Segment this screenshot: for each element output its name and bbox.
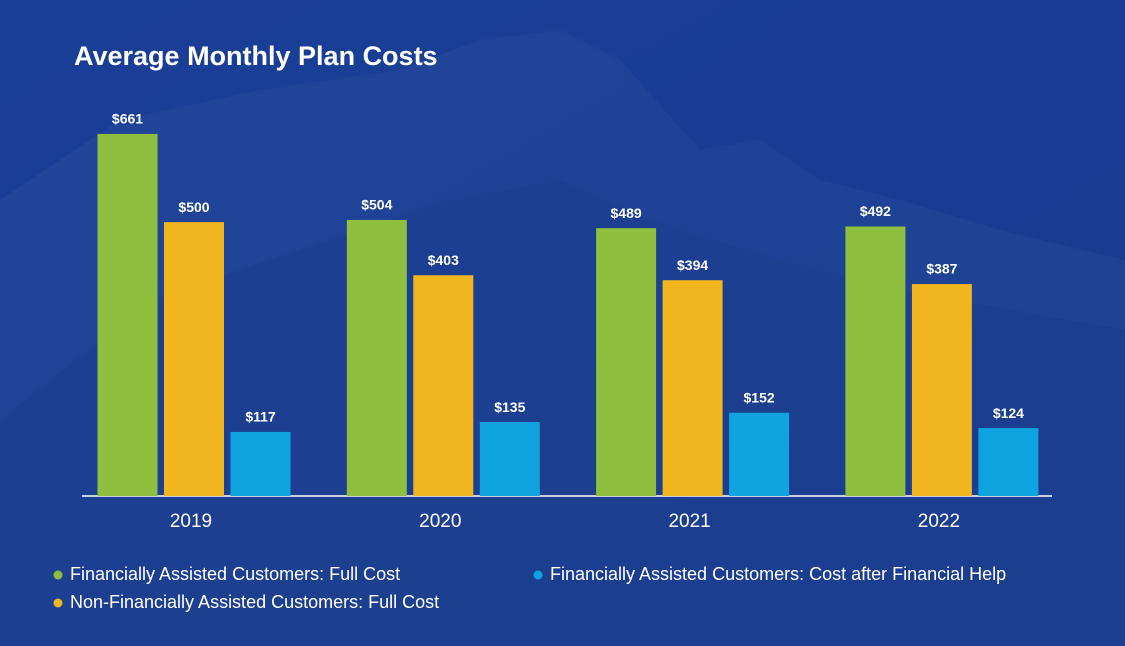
legend-label: Financially Assisted Customers: Full Cos…: [70, 564, 400, 584]
value-label: $500: [178, 199, 209, 215]
x-tick-label: 2019: [170, 511, 212, 532]
x-tick-label: 2020: [419, 511, 461, 532]
bar: [978, 428, 1038, 496]
bar: [663, 280, 723, 496]
bar: [413, 275, 473, 496]
bar: [231, 432, 291, 496]
bar: [845, 227, 905, 496]
value-label: $117: [245, 409, 276, 425]
x-tick-label: 2021: [668, 511, 710, 532]
value-label: $504: [361, 197, 392, 213]
legend-label: Non-Financially Assisted Customers: Full…: [70, 592, 439, 612]
bar: [164, 222, 224, 496]
value-label: $492: [860, 203, 891, 219]
value-label: $661: [112, 111, 143, 127]
x-tick-label: 2022: [918, 511, 960, 532]
chart-title: Average Monthly Plan Costs: [74, 41, 438, 71]
value-label: $124: [993, 405, 1024, 421]
bar: [347, 220, 407, 496]
value-label: $152: [744, 389, 775, 405]
bar: [480, 422, 540, 496]
legend-marker: [54, 571, 63, 580]
value-label: $489: [611, 205, 642, 221]
bar: [729, 413, 789, 496]
bar: [912, 284, 972, 496]
bar: [596, 228, 656, 496]
value-label: $135: [494, 399, 525, 415]
chart: Average Monthly Plan Costs 2019 $661 $500 $…: [0, 0, 1125, 646]
bar: [98, 134, 158, 496]
legend-label: Financially Assisted Customers: Cost aft…: [550, 564, 1006, 584]
value-label: $403: [428, 252, 459, 268]
legend-marker: [54, 599, 63, 608]
value-label: $387: [926, 261, 957, 277]
value-label: $394: [677, 257, 708, 273]
legend-marker: [534, 571, 543, 580]
